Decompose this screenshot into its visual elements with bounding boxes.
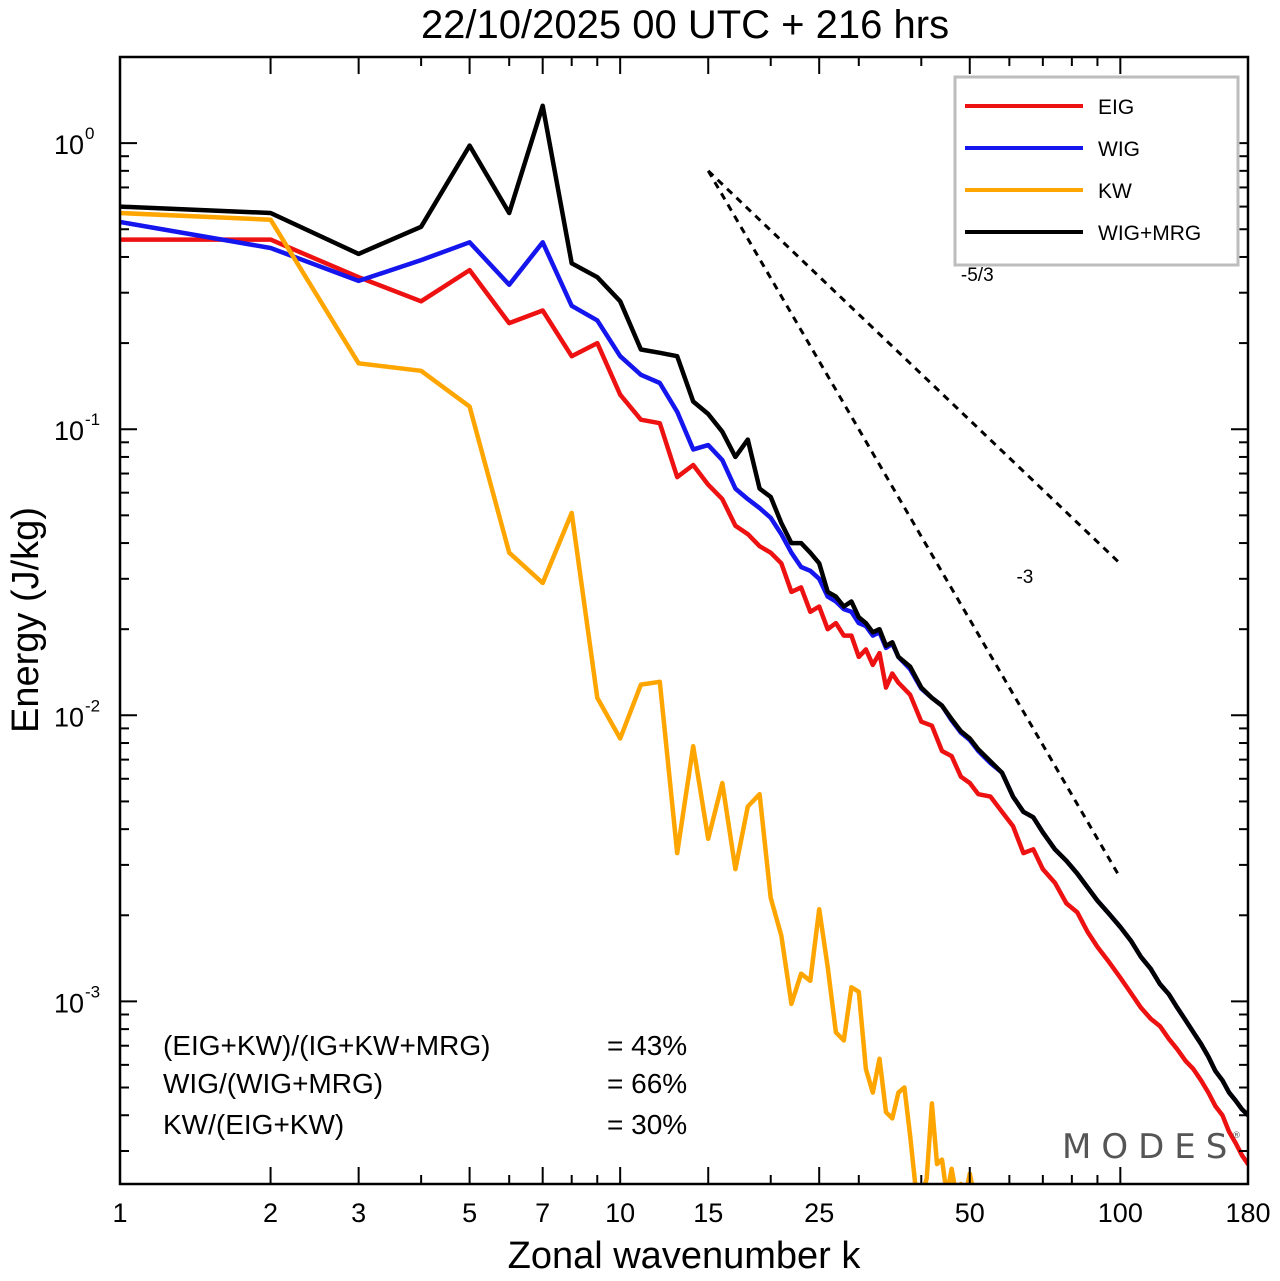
ratio-value-wig: = 66% xyxy=(607,1068,687,1099)
y-tick-label: 10 xyxy=(54,702,84,732)
legend-label-kw: KW xyxy=(1098,180,1132,203)
legend-label-wig-mrg: WIG+MRG xyxy=(1098,222,1201,245)
y-tick-exponent: 0 xyxy=(85,124,94,143)
y-tick-exponent: -1 xyxy=(85,410,100,429)
legend-label-eig: EIG xyxy=(1098,96,1134,119)
ratio-annotations: (EIG+KW)/(IG+KW+MRG) = 43% WIG/(WIG+MRG)… xyxy=(163,1030,687,1140)
ratio-label-kw: KW/(EIG+KW) xyxy=(163,1109,344,1140)
series-line-wig-mrg xyxy=(120,103,1248,1118)
plot-frame xyxy=(118,55,1250,1186)
reference-slopes: -5/3 -3 xyxy=(706,169,1122,879)
chart-title: 22/10/2025 00 UTC + 216 hrs xyxy=(421,3,949,47)
x-tick-label: 100 xyxy=(1098,1198,1143,1228)
legend-label-wig: WIG xyxy=(1098,138,1140,161)
x-axis-label: Zonal wavenumber k xyxy=(508,1235,862,1277)
slope-line-5-3 xyxy=(707,169,1122,565)
slope-label-5-3: -5/3 xyxy=(961,265,994,286)
axis-ticks xyxy=(119,56,1249,1184)
series-line-kw xyxy=(120,210,975,1184)
y-tick-label: 10 xyxy=(54,416,84,446)
x-tick-label: 25 xyxy=(804,1198,834,1228)
legend-items: EIG WIG KW WIG+MRG xyxy=(965,96,1201,245)
x-tick-label: 10 xyxy=(605,1198,635,1228)
ratio-label-eig-kw: (EIG+KW)/(IG+KW+MRG) xyxy=(163,1030,490,1061)
x-tick-label: 3 xyxy=(351,1198,366,1228)
watermark-registered-mark: ® xyxy=(1232,1131,1241,1141)
slope-line-3 xyxy=(706,170,1122,879)
ratio-value-eig-kw: = 43% xyxy=(607,1030,687,1061)
x-tick-label: 15 xyxy=(693,1198,723,1228)
y-tick-exponent: -2 xyxy=(85,696,100,715)
y-tick-exponent: -3 xyxy=(85,982,100,1001)
x-tick-label: 5 xyxy=(462,1198,477,1228)
legend: EIG WIG KW WIG+MRG xyxy=(953,75,1240,267)
x-tick-labels: 1 2 3 5 7 10 15 25 50 100 180 xyxy=(112,1198,1270,1228)
series-line-eig xyxy=(120,237,1248,1167)
x-tick-label: 7 xyxy=(535,1198,550,1228)
series-layer xyxy=(120,103,1248,1184)
y-axis-label: Energy (J/kg) xyxy=(5,507,47,733)
ratio-label-wig: WIG/(WIG+MRG) xyxy=(163,1068,383,1099)
y-tick-label: 10 xyxy=(54,988,84,1018)
x-tick-label: 2 xyxy=(263,1198,278,1228)
ratio-value-kw: = 30% xyxy=(607,1109,687,1140)
x-tick-label: 180 xyxy=(1225,1198,1270,1228)
modes-watermark: MODES xyxy=(1062,1127,1237,1167)
y-tick-label: 10 xyxy=(54,130,84,160)
x-tick-label: 1 xyxy=(112,1198,127,1228)
slope-label-3: -3 xyxy=(1016,567,1033,588)
x-tick-label: 50 xyxy=(955,1198,985,1228)
